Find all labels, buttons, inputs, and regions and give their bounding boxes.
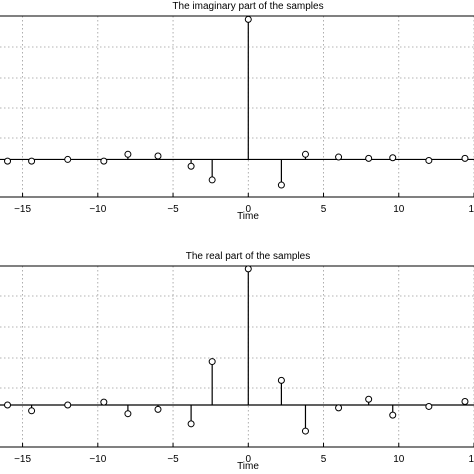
x-tick-label: 1	[468, 454, 474, 465]
grid-lines	[0, 266, 474, 447]
stem-marker	[244, 265, 252, 273]
x-tick-labels: −15 −10 −5 0 5 10 1	[14, 204, 474, 215]
stem-marker	[28, 407, 36, 415]
stem-marker	[100, 398, 108, 406]
x-axis-label: Time	[237, 461, 259, 472]
stem-marker	[100, 157, 108, 165]
x-tick-label: −5	[167, 204, 179, 215]
stem-marker	[301, 150, 309, 158]
x-axis-label: Time	[237, 211, 259, 222]
stem-marker	[301, 427, 309, 435]
stem-series	[0, 15, 474, 189]
real-part-panel: The real part of the samples −15 −10 −5 0 5 1…	[0, 251, 474, 472]
x-tick-label: 5	[321, 204, 327, 215]
chart-title: The real part of the samples	[186, 251, 311, 262]
chart-title: The imaginary part of the samples	[172, 1, 323, 12]
stem-marker	[124, 150, 132, 158]
stem-series	[0, 265, 474, 435]
grid-lines	[0, 16, 474, 197]
stem-marker	[244, 15, 252, 23]
x-tick-label: −15	[14, 204, 31, 215]
x-tick-label: 10	[393, 454, 405, 465]
stem-marker	[425, 156, 433, 164]
stem-marker	[335, 404, 343, 412]
stem-marker	[154, 405, 162, 413]
x-tick-label: −10	[89, 204, 106, 215]
stem-marker	[187, 420, 195, 428]
stem-marker	[187, 162, 195, 170]
stem-marker	[4, 157, 12, 165]
stem-marker	[389, 411, 397, 419]
x-tick-label: 5	[321, 454, 327, 465]
stem-marker	[64, 155, 72, 163]
x-tick-label: 0	[246, 454, 252, 465]
axes-box	[0, 15, 474, 198]
x-tick-label: 10	[393, 204, 405, 215]
stem-marker	[365, 154, 373, 162]
x-tick-labels: −15 −10 −5 0 5 10 1	[14, 454, 474, 465]
stem-marker	[64, 401, 72, 409]
stem-marker	[124, 410, 132, 418]
imaginary-part-panel: The imaginary part of the samples −15 −10…	[0, 1, 474, 222]
stem-marker	[208, 358, 216, 366]
stem-marker	[28, 157, 36, 165]
x-tick-label: −10	[89, 454, 106, 465]
stem-marker	[208, 176, 216, 184]
stem-marker	[461, 398, 469, 406]
axes-box	[0, 265, 474, 448]
x-tick-label: −5	[167, 454, 179, 465]
x-tick-label: −15	[14, 454, 31, 465]
x-tick-label: 1	[468, 204, 474, 215]
stem-marker	[365, 395, 373, 403]
stem-marker	[335, 153, 343, 161]
stem-marker	[154, 152, 162, 160]
x-tick-label: 0	[246, 204, 252, 215]
stem-marker	[461, 154, 469, 162]
stem-marker	[277, 376, 285, 384]
stem-marker	[425, 402, 433, 410]
stem-marker	[389, 154, 397, 162]
stem-marker	[277, 181, 285, 189]
stem-marker	[4, 401, 12, 409]
